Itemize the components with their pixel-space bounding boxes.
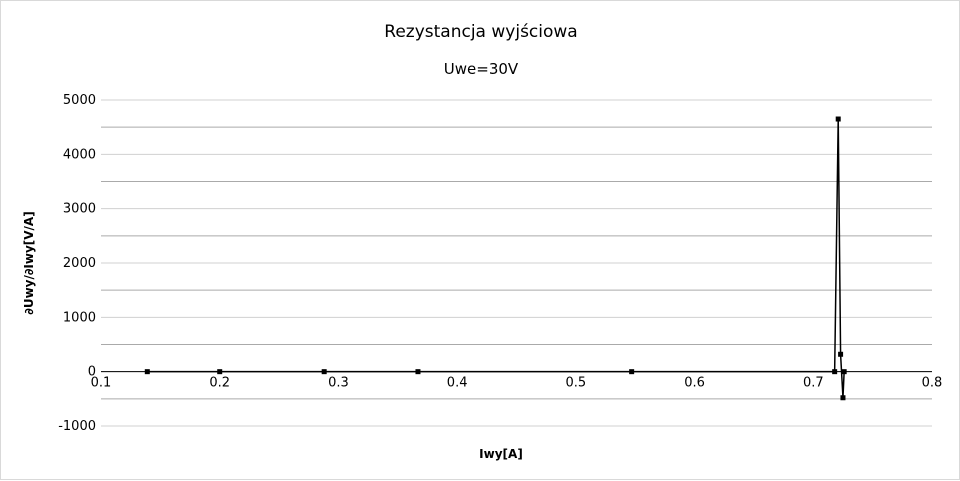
data-point-marker xyxy=(832,369,838,375)
x-tick-label: 0.8 xyxy=(922,376,943,391)
data-point-marker xyxy=(838,351,844,357)
y-tick-label: 3000 xyxy=(63,202,96,217)
data-point-marker xyxy=(841,369,847,375)
data-series xyxy=(144,116,847,401)
x-tick-label: 0.7 xyxy=(803,376,824,391)
data-point-marker xyxy=(629,369,635,375)
x-axis-label: Iwy[A] xyxy=(479,447,523,461)
tick-labels: -1000 0 1000 2000 3000 4000 5000 0.1 0.2 0.3 0.4 0.… xyxy=(58,93,942,434)
x-tick-label: 0.3 xyxy=(328,376,349,391)
y-tick-label: 0 xyxy=(88,365,96,380)
y-tick-label: -1000 xyxy=(58,419,96,434)
x-tick-label: 0.2 xyxy=(209,376,230,391)
series-line xyxy=(147,118,845,399)
chart-title: Rezystancja wyjściowa xyxy=(384,22,577,42)
x-tick-label: 0.4 xyxy=(447,376,468,391)
data-point-marker xyxy=(835,116,841,122)
y-axis-label: ∂Uwy/∂Iwy[V/A] xyxy=(22,211,36,314)
data-point-marker xyxy=(144,369,150,375)
y-tick-label: 5000 xyxy=(63,93,96,108)
x-tick-label: 0.1 xyxy=(91,376,112,391)
x-tick-label: 0.6 xyxy=(684,376,705,391)
data-point-marker xyxy=(840,395,846,401)
y-tick-label: 4000 xyxy=(63,147,96,162)
chart-subtitle: Uwe=30V xyxy=(444,60,519,78)
x-tick-label: 0.5 xyxy=(566,376,587,391)
data-point-marker xyxy=(415,369,421,375)
y-tick-label: 2000 xyxy=(63,256,96,271)
y-tick-label: 1000 xyxy=(63,310,96,325)
data-point-marker xyxy=(217,369,223,375)
data-point-marker xyxy=(321,369,327,375)
